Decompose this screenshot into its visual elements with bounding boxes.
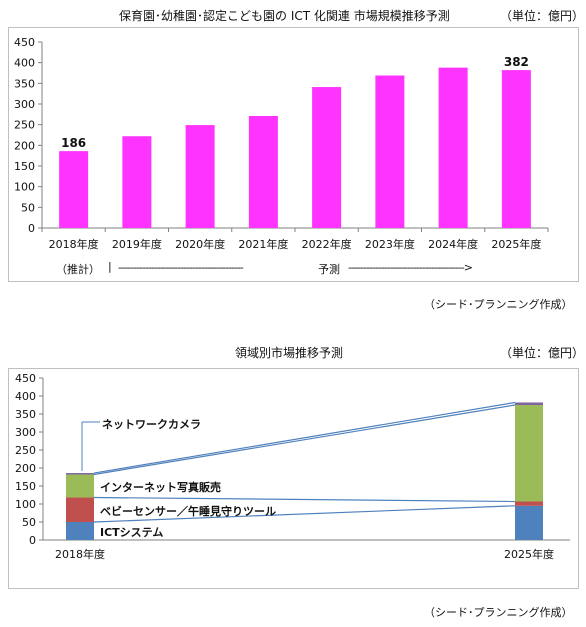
chart1-x-tick-label: 2018年度 [49, 237, 99, 251]
chart2-connector-line [93, 505, 516, 523]
chart2-bar-segment [66, 473, 94, 475]
chart1-bar [375, 75, 405, 228]
chart1-title: 保育園･幼稚園･認定こども園の ICT 化関連 市場規模推移予測 [119, 9, 450, 23]
chart1-y-tick-label: 50 [21, 201, 35, 214]
chart1-data-label: 382 [504, 55, 529, 69]
chart1-x-tick-label: 2024年度 [428, 237, 478, 251]
chart2-x-tick-label: 2025年度 [504, 547, 554, 561]
chart2-y-tick-label: 300 [15, 426, 36, 439]
chart2-label-baby: ベビーセンサー／午睡見守りツール [100, 505, 276, 518]
chart1-x-tick-label: 2020年度 [175, 237, 225, 251]
chart1-forecast-dashes-left: ----------------------------------------… [118, 261, 244, 274]
chart2-connector-line [93, 496, 516, 503]
chart1-bar [59, 151, 89, 228]
chart1-bar [438, 67, 468, 228]
chart1-y-tick-label: 450 [14, 36, 35, 49]
chart2-label-camera: ネットワークカメラ [102, 418, 201, 431]
chart2-bar-segment [515, 405, 543, 502]
chart1-y-tick-label: 0 [28, 222, 35, 235]
chart2-y-tick-label: 150 [15, 480, 36, 493]
chart1-y-tick-label: 250 [14, 119, 35, 132]
chart2-bar-segment [515, 505, 543, 540]
chart1-x-tick-label: 2022年度 [302, 237, 352, 251]
chart2-frame [8, 368, 579, 589]
chart2-label-photo: インターネット写真販売 [100, 481, 221, 494]
chart2-y-tick-label: 400 [15, 390, 36, 403]
chart1-y-tick-label: 350 [14, 77, 35, 90]
chart1-y-tick-label: 150 [14, 160, 35, 173]
chart2-y-tick-label: 100 [15, 498, 36, 511]
chart1-bar [122, 136, 152, 228]
chart1-bar [248, 115, 278, 228]
chart1-forecast-start: | [108, 260, 112, 273]
chart1-source: （シード･プランニング作成） [424, 298, 573, 311]
chart1-bar [185, 125, 215, 228]
chart2-plot: 0 50 100 150 200 250 300 350 400 450 2018年度 2025年度 [8, 368, 579, 589]
chart2-x-tick-label: 2018年度 [55, 547, 105, 561]
chart2-bar-segment [515, 402, 543, 405]
chart2-unit: （単位：億円） [500, 346, 585, 360]
chart1-estimate-note: （推計） [56, 263, 100, 276]
chart2-bar-segment [66, 522, 94, 540]
chart1-y-tick-label: 400 [14, 57, 35, 70]
chart2-y-tick-label: 0 [29, 534, 36, 547]
chart1-plot: 0 50 100 150 200 250 300 350 400 450 2018年度 186 2019… [8, 27, 579, 282]
chart1-forecast-dashes-right: ---------------------------------------> [348, 261, 473, 274]
chart2-y-tick-label: 350 [15, 408, 36, 421]
chart2-connector-line [93, 401, 516, 474]
chart1-data-label: 186 [61, 136, 86, 150]
chart1-bar [501, 70, 531, 229]
chart1-y-tick-label: 300 [14, 98, 35, 111]
chart2-connector-line [93, 404, 516, 476]
chart2-bar-segment [515, 501, 543, 506]
chart1-x-tick-label: 2025年度 [491, 237, 541, 251]
chart2-title: 領域別市場推移予測 [235, 346, 344, 360]
chart2-y-tick-label: 450 [15, 372, 36, 385]
chart2-bar-segment [66, 474, 94, 498]
chart1-forecast-label: 予測 [318, 263, 340, 276]
chart1-unit: （単位：億円） [500, 9, 585, 23]
chart1-x-tick-label: 2019年度 [112, 237, 162, 251]
chart1-x-tick-label: 2021年度 [238, 237, 288, 251]
chart1-frame [8, 27, 579, 282]
chart1-bar [312, 87, 342, 228]
chart2-bar-segment [66, 497, 94, 522]
chart2-y-tick-label: 50 [22, 516, 36, 529]
chart2-y-tick-label: 200 [15, 462, 36, 475]
chart1-y-tick-label: 200 [14, 139, 35, 152]
chart2-y-tick-label: 250 [15, 444, 36, 457]
chart1-x-tick-label: 2023年度 [365, 237, 415, 251]
chart2-label-ict: ICTシステム [100, 526, 164, 539]
chart1-y-tick-label: 100 [14, 181, 35, 194]
chart2-source: （シード･プランニング作成） [424, 606, 573, 619]
